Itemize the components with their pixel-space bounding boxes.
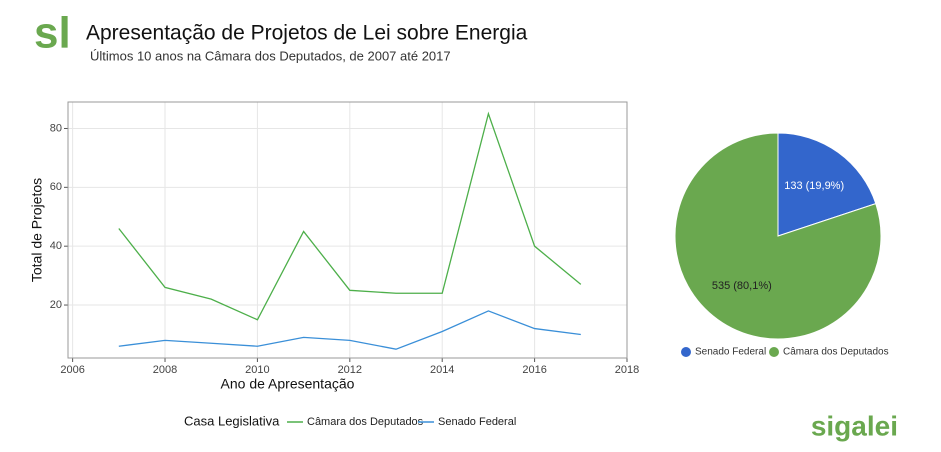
subtitle: Últimos 10 anos na Câmara dos Deputados,… [90,48,451,63]
footer-logo: sigalei [811,410,898,441]
plot-border [67,101,628,359]
title: Apresentação de Projetos de Lei sobre En… [86,22,528,45]
pie-label: 535 (80,1%) [712,280,772,292]
y-tick-label: 20 [50,299,62,311]
logo: sl [34,9,71,58]
x-axis-title: Ano de Apresentação [221,376,355,392]
legend-label: Câmara dos Deputados [783,347,889,358]
legend-label: Senado Federal [695,347,766,358]
series-line [118,310,581,350]
x-tick-label: 2016 [522,364,546,376]
legend-label: Senado Federal [438,416,516,428]
y-tick-label: 40 [50,240,62,252]
x-tick-label: 2018 [615,364,639,376]
x-tick-label: 2010 [245,364,269,376]
legend-label: Câmara dos Deputados [307,416,424,428]
legend-swatch [769,347,779,357]
y-tick-label: 60 [50,181,62,193]
y-axis-title: Total de Projetos [29,178,45,282]
x-tick-label: 2012 [338,364,362,376]
x-tick-label: 2008 [153,364,177,376]
legend-title: Casa Legislativa [184,413,280,428]
pie-slice [777,132,877,237]
pie-label: 133 (19,9%) [784,180,844,192]
pie-slice [674,132,882,340]
x-tick-label: 2014 [430,364,454,376]
legend-swatch [681,347,691,357]
x-tick-label: 2006 [60,364,84,376]
series-line [118,111,582,321]
plot-panel [67,101,628,359]
y-tick-label: 80 [50,122,62,134]
